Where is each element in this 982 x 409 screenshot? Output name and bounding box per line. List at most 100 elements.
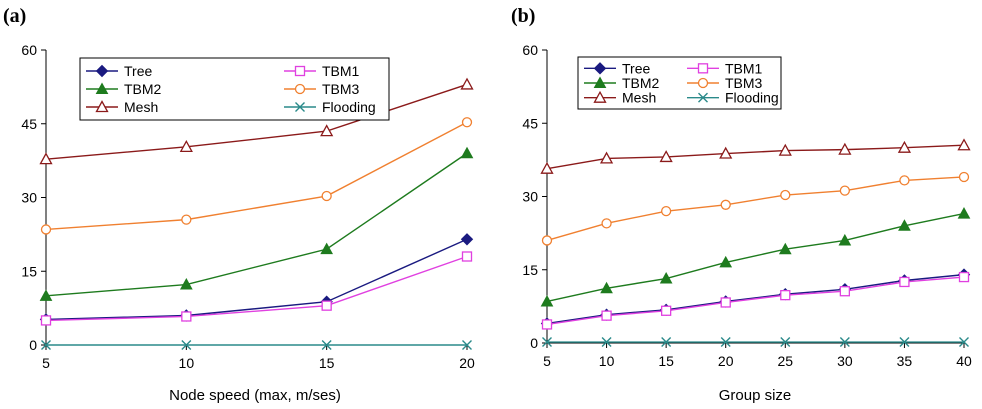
- panel-label: (b): [511, 5, 535, 27]
- data-point-flooding: [321, 340, 332, 350]
- chart-panel-b: (b) 0 15 30 45 60 5 10 15 20 25 30 35 40 Group size Tre…: [511, 5, 972, 404]
- data-point-mesh: [599, 151, 614, 164]
- data-point-mesh: [897, 140, 912, 153]
- data-point-flooding: [839, 337, 850, 348]
- y-tick-label: 15: [522, 262, 538, 278]
- legend-label-tbm1: TBM1: [322, 63, 360, 79]
- panel-label: (a): [3, 5, 26, 27]
- x-tick-label: 20: [718, 353, 734, 369]
- x-tick-label: 5: [42, 355, 50, 371]
- legend-label-tbm3: TBM3: [322, 81, 360, 97]
- legend-label-flooding: Flooding: [725, 90, 779, 106]
- legend-label-flooding: Flooding: [322, 99, 376, 115]
- data-point-tbm3: [899, 175, 910, 186]
- y-tick-label: 60: [21, 42, 37, 58]
- legend-label-mesh: Mesh: [124, 99, 158, 115]
- data-point-flooding: [899, 337, 910, 348]
- data-point-tbm1: [181, 311, 192, 322]
- legend-label-tbm2: TBM2: [124, 81, 162, 97]
- data-point-tbm2: [898, 219, 911, 231]
- x-tick-label: 10: [599, 353, 615, 369]
- data-point-flooding: [720, 337, 731, 348]
- data-point-tbm1: [601, 310, 612, 321]
- legend-label-tbm3: TBM3: [725, 75, 763, 91]
- data-point-tbm3: [321, 190, 332, 202]
- series-line-tbm3: [546, 176, 965, 242]
- legend-box: [79, 57, 390, 121]
- data-point-mesh: [540, 161, 554, 174]
- data-point-tbm1: [839, 286, 851, 297]
- y-tick-label: 30: [21, 190, 37, 206]
- x-tick-label: 40: [956, 353, 972, 369]
- data-point-mesh: [778, 143, 792, 156]
- data-point-tbm2: [39, 289, 53, 301]
- data-point-tbm2: [778, 242, 792, 255]
- legend-marker-flooding: [295, 102, 305, 112]
- data-point-flooding: [462, 340, 472, 350]
- data-point-tree: [460, 233, 474, 246]
- data-point-mesh: [39, 152, 53, 165]
- data-point-flooding: [542, 337, 552, 348]
- data-point-tbm2: [179, 277, 193, 290]
- data-point-tbm2: [957, 207, 971, 219]
- legend-label-tree: Tree: [622, 60, 650, 76]
- data-point-tbm3: [660, 205, 672, 217]
- data-point-tbm1: [660, 305, 672, 316]
- legend-marker-tbm1: [697, 63, 709, 74]
- series-line-mesh: [45, 83, 468, 160]
- legend-marker-tbm2: [593, 76, 607, 88]
- legend-marker-tbm3: [697, 77, 709, 89]
- data-point-mesh: [957, 138, 971, 151]
- data-point-tbm1: [541, 319, 553, 330]
- data-point-tbm3: [839, 185, 851, 196]
- legend-label-tbm1: TBM1: [725, 60, 763, 76]
- data-point-flooding: [601, 337, 612, 348]
- y-tick-label: 60: [522, 42, 538, 58]
- series-line-tbm2: [546, 212, 965, 303]
- y-tick-label: 30: [522, 189, 538, 205]
- data-point-tbm2: [320, 242, 334, 255]
- data-point-tbm1: [899, 276, 910, 288]
- legend-label-tbm2: TBM2: [622, 75, 660, 91]
- data-point-flooding: [661, 337, 672, 348]
- x-tick-label: 30: [837, 353, 853, 369]
- y-tick-label: 0: [29, 337, 37, 353]
- data-point-tbm3: [461, 117, 473, 128]
- data-point-tbm3: [181, 214, 192, 225]
- data-point-tbm1: [321, 300, 332, 311]
- y-tick-label: 45: [522, 115, 538, 131]
- series-line-tree: [45, 238, 468, 321]
- series-line-tbm2: [45, 152, 468, 297]
- x-tick-label: 10: [179, 355, 195, 371]
- data-point-mesh: [179, 140, 193, 153]
- data-point-tbm3: [720, 199, 731, 210]
- data-point-tbm3: [541, 235, 553, 246]
- data-point-flooding: [959, 337, 969, 348]
- legend-marker-flooding: [698, 92, 708, 103]
- series-line-tbm1: [546, 276, 965, 326]
- data-point-flooding: [181, 340, 192, 350]
- series-line-tree: [546, 273, 965, 325]
- data-point-tbm2: [540, 294, 554, 307]
- data-point-tbm2: [600, 281, 613, 294]
- data-point-mesh: [719, 146, 733, 159]
- x-tick-label: 15: [319, 355, 335, 371]
- data-point-mesh: [460, 77, 474, 90]
- legend-label-tree: Tree: [124, 63, 152, 79]
- x-axis-title: Node speed (max, m/ses): [169, 387, 341, 404]
- chart-panel-a: (a) 0 15 30 45 60 5 10 15 20 Node speed (max, m/se…: [3, 5, 475, 404]
- y-tick-label: 15: [21, 263, 37, 279]
- data-point-tbm3: [40, 224, 52, 235]
- data-point-tbm2: [838, 233, 852, 246]
- data-point-tbm3: [601, 218, 612, 229]
- data-point-tbm2: [460, 146, 474, 159]
- data-point-flooding: [780, 337, 791, 348]
- data-point-tbm1: [461, 251, 473, 262]
- data-point-mesh: [838, 142, 852, 155]
- data-point-tbm2: [659, 272, 673, 284]
- legend-marker-tbm2: [95, 82, 109, 94]
- legend-marker-tbm3: [294, 83, 306, 95]
- legend-marker-tbm1: [294, 65, 306, 77]
- data-point-tbm2: [719, 255, 733, 268]
